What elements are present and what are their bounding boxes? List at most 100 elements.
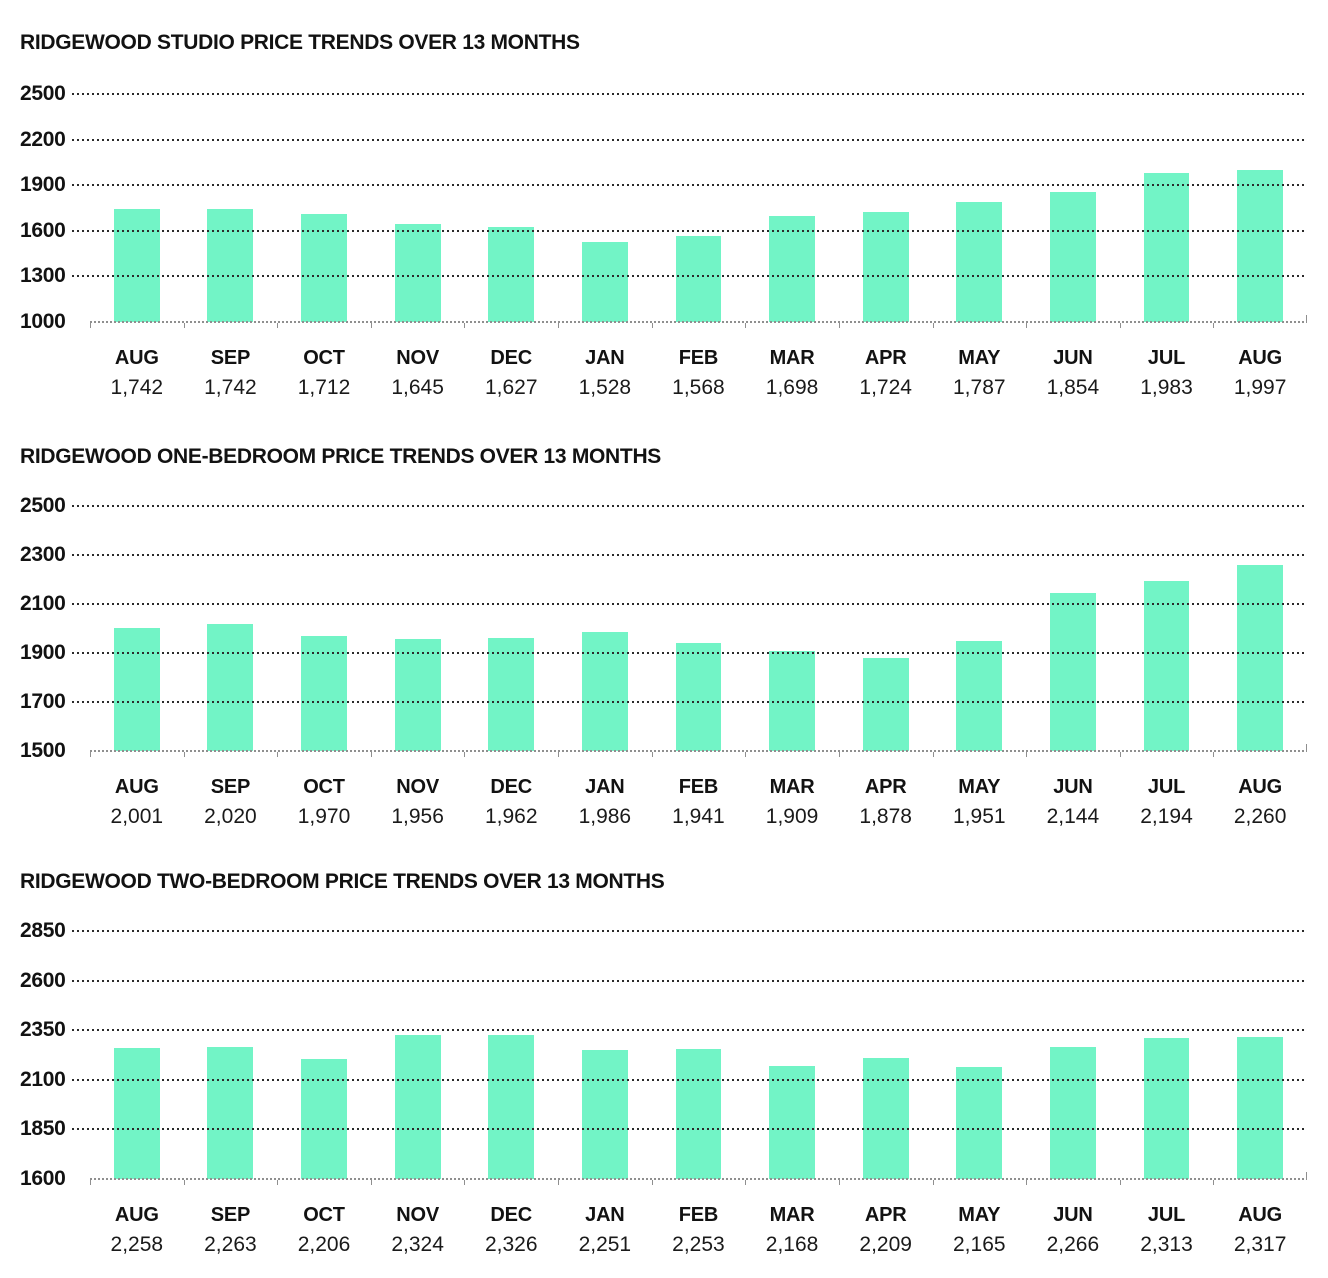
- bar-slot: [652, 931, 746, 1179]
- y-axis-tick-label: 2100: [20, 1067, 66, 1091]
- value-label: 1,986: [578, 805, 632, 828]
- value-label: 2,266: [1046, 1233, 1100, 1256]
- month-label: OCT: [303, 776, 345, 798]
- x-axis-tick: [1213, 323, 1215, 328]
- x-axis-tick: [370, 323, 372, 328]
- y-axis-tick-label: 1000: [20, 310, 66, 333]
- month-label: MAY: [958, 1204, 1001, 1226]
- value-label: 2,020: [204, 805, 257, 828]
- value-label: 2,260: [1233, 805, 1287, 828]
- value-label: 2,209: [859, 1233, 912, 1256]
- x-axis-tick: [370, 1180, 372, 1185]
- value-label: 1,956: [391, 805, 444, 828]
- bar-slot: [1026, 931, 1120, 1179]
- bar-aug-0: [113, 1048, 160, 1179]
- bar-slot: [371, 506, 465, 751]
- y-axis-tick-label: 2300: [20, 543, 66, 566]
- month-label: NOV: [396, 1204, 439, 1226]
- bar-slot: [558, 931, 652, 1179]
- bar-aug-0: [113, 209, 160, 322]
- month-label: JUL: [1147, 1204, 1186, 1226]
- value-label: 1,742: [204, 376, 257, 399]
- x-axis-tick: [651, 1180, 653, 1185]
- y-axis-tick-label: 2350: [20, 1018, 66, 1042]
- bar-jun-10: [1049, 1046, 1096, 1179]
- bar-slot: [464, 931, 558, 1179]
- month-label: APR: [864, 347, 907, 369]
- bar-sep-1: [207, 1047, 254, 1179]
- bar-apr-8: [862, 658, 909, 751]
- x-axis-tick: [1119, 1180, 1121, 1185]
- bar-nov-3: [394, 223, 441, 322]
- bar-slot: [839, 94, 933, 322]
- month-label: APR: [864, 776, 907, 798]
- x-axis-tick: [558, 1180, 560, 1185]
- bar-slot: [1213, 931, 1307, 1179]
- x-axis-end-tick: [1306, 315, 1307, 322]
- bar-slot: [464, 506, 558, 751]
- month-label: APR: [864, 1204, 907, 1226]
- month-label: JAN: [585, 776, 625, 798]
- month-label: DEC: [490, 1204, 533, 1226]
- bar-slot: [184, 506, 278, 751]
- x-axis-tick: [1119, 752, 1121, 757]
- x-axis-tick: [277, 752, 279, 757]
- month-label: JUL: [1147, 776, 1186, 798]
- value-label: 1,698: [765, 376, 819, 399]
- bar-slot: [90, 931, 184, 1179]
- studio-price-chart: RIDGEWOOD STUDIO PRICE TRENDS OVER 13 MO…: [0, 30, 1328, 399]
- bar-oct-2: [301, 635, 347, 751]
- bar-slot: [558, 506, 652, 751]
- value-label: 1,962: [484, 805, 538, 828]
- chart-title-two-bedroom: RIDGEWOOD TWO-BEDROOM PRICE TRENDS OVER …: [20, 870, 665, 893]
- x-axis-tick: [558, 752, 560, 757]
- x-axis-tick: [838, 752, 840, 757]
- value-label: 2,263: [204, 1233, 257, 1256]
- x-axis-tick: [90, 323, 91, 328]
- value-label: 1,787: [953, 376, 1006, 399]
- bar-jan-5: [581, 631, 628, 751]
- x-axis-tick: [745, 323, 747, 328]
- two-bedroom-price-chart: RIDGEWOOD TWO-BEDROOM PRICE TRENDS OVER …: [0, 869, 1328, 1256]
- value-label: 1,997: [1233, 376, 1287, 399]
- bar-mar-7: [769, 650, 815, 751]
- month-label: AUG: [114, 1204, 159, 1226]
- bar-row: [90, 931, 1307, 1179]
- bar-dec-4: [488, 637, 535, 751]
- bar-oct-2: [301, 213, 347, 322]
- bar-jul-11: [1143, 172, 1190, 322]
- month-label: MAR: [769, 347, 815, 369]
- month-label: AUG: [1238, 1204, 1283, 1226]
- month-label: FEB: [678, 776, 719, 798]
- bar-oct-2: [301, 1058, 347, 1179]
- bar-may-9: [956, 640, 1003, 751]
- value-label: 1,627: [484, 376, 538, 399]
- y-axis-tick-label: 2600: [20, 968, 66, 992]
- x-axis-line: [90, 321, 1307, 323]
- bar-slot: [652, 94, 746, 322]
- bar-jan-5: [581, 241, 628, 322]
- x-axis-tick: [745, 1180, 747, 1185]
- y-axis-tick-label: 1900: [20, 641, 66, 664]
- x-axis-tick: [1026, 323, 1028, 328]
- bar-dec-4: [488, 226, 535, 322]
- month-label-row: AUG SEP OCT NOV DEC JAN FEB MAR APR MAY JUN JUL AUG: [90, 1205, 1307, 1225]
- x-axis-tick: [932, 752, 934, 757]
- bar-jul-11: [1143, 1037, 1190, 1179]
- bar-apr-8: [862, 211, 909, 322]
- bar-slot: [932, 506, 1026, 751]
- bar-slot: [1026, 94, 1120, 322]
- x-axis-tick: [932, 1180, 934, 1185]
- bar-slot: [932, 931, 1026, 1179]
- bar-feb-6: [675, 235, 722, 322]
- bar-apr-8: [862, 1058, 909, 1179]
- x-axis-tick: [464, 1180, 466, 1185]
- bar-slot: [371, 931, 465, 1179]
- bar-sep-1: [207, 623, 254, 751]
- bar-slot: [1120, 931, 1214, 1179]
- month-label: AUG: [114, 347, 159, 369]
- month-label: JAN: [585, 1204, 625, 1226]
- month-label: JAN: [585, 347, 625, 369]
- bar-slot: [1213, 94, 1307, 322]
- y-axis-tick-label: 1300: [20, 264, 66, 288]
